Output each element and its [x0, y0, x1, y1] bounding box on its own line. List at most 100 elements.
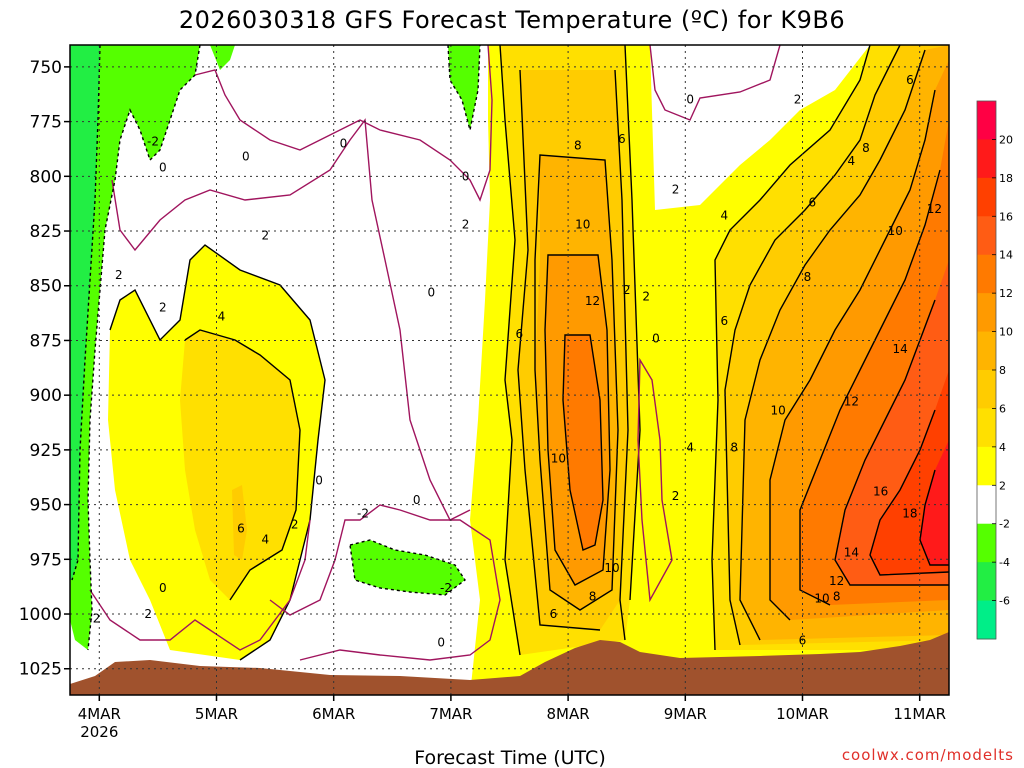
contour-label: 4: [721, 209, 729, 223]
x-tick-label: 5MAR: [195, 705, 238, 723]
contour-label: 0: [242, 150, 250, 164]
color-bar-swatch: [977, 485, 996, 525]
y-tick-label: 950: [30, 496, 62, 516]
x-tick-label: 11MAR: [893, 705, 946, 723]
contour-label: 10: [575, 217, 590, 231]
contour-label: 2: [623, 283, 631, 297]
contour-label: -2: [88, 611, 100, 625]
color-bar-swatch: [977, 562, 996, 602]
contour-label: 10: [770, 403, 785, 417]
contour-label: 12: [844, 395, 859, 409]
color-bar: 20 18 16 14 12 10 8 6 4 2 -2 -4 -6: [976, 100, 1013, 640]
color-bar-swatch: [977, 408, 996, 448]
color-bar-label: 2: [999, 479, 1006, 492]
contour-label: 2: [144, 607, 152, 621]
color-bar-swatch: [977, 293, 996, 333]
contour-label: 2: [642, 290, 650, 304]
x-tick-sublabel: 2026: [80, 723, 118, 741]
contour-label: 2: [262, 228, 270, 242]
contour-label: 10: [551, 452, 566, 466]
contour-label: 4: [218, 309, 226, 323]
contour-label: 6: [906, 73, 914, 87]
contour-label: 6: [237, 522, 245, 536]
x-tick-label: 8MAR: [547, 705, 590, 723]
warm-region-12c: [563, 335, 603, 550]
contour-label: 2: [462, 217, 470, 231]
y-tick-label: 975: [30, 550, 62, 570]
contour-label: 2: [672, 489, 680, 503]
cold-region-top-left-deep: [70, 45, 100, 580]
y-tick-label: 925: [30, 441, 62, 461]
credit-text: coolwx.com/modelts: [842, 746, 1014, 764]
contour-label: 4: [262, 533, 270, 547]
color-bar-swatch: [977, 446, 996, 486]
color-bar-label: -6: [999, 595, 1010, 608]
warm-region-18c-right: [920, 440, 949, 565]
contour-label: -2: [357, 506, 369, 520]
contour-label: 10: [814, 592, 829, 606]
y-tick-label: 775: [30, 113, 62, 133]
color-bar-label: 8: [999, 364, 1006, 377]
contour-label: 16: [873, 484, 888, 498]
contour-label: 2: [115, 268, 123, 282]
contour-label: 4: [686, 441, 694, 455]
contour-label: 4: [848, 154, 856, 168]
color-bar-swatch: [977, 600, 996, 640]
contour-label: 6: [618, 132, 626, 146]
color-bar-swatch: [977, 139, 996, 179]
x-tick-label: 7MAR: [429, 705, 472, 723]
y-tick-label: 1000: [19, 605, 62, 625]
color-bar-swatch: [977, 177, 996, 217]
color-bar-swatch: [977, 331, 996, 371]
contour-label: -2: [147, 134, 159, 148]
x-tick-label: 4MAR: [78, 705, 121, 723]
contour-label: 14: [844, 546, 859, 560]
y-tick-label: 750: [30, 58, 62, 78]
warm-region-4c-left: [180, 330, 300, 600]
contour-label: 8: [862, 141, 870, 155]
terrain-ground: [70, 632, 949, 695]
contour-label: 8: [574, 139, 582, 153]
color-bar-label: 18: [999, 172, 1013, 185]
contour-label: 0: [686, 93, 694, 107]
y-tick-label: 900: [30, 386, 62, 406]
color-bar-swatch: [977, 370, 996, 409]
chart-title: 2026030318 GFS Forecast Temperature (ºC)…: [179, 6, 845, 34]
warm-region-6c-left: [232, 485, 247, 560]
contour-label: 2: [794, 93, 802, 107]
y-axis: 750 775 800 825 850 875 900 925 950 975 1000 1025: [19, 58, 70, 680]
x-tick-label: 10MAR: [776, 705, 829, 723]
contour-label: 0: [462, 169, 470, 183]
contour-label: 6: [721, 314, 729, 328]
color-bar-label: 4: [999, 441, 1006, 454]
y-tick-label: 850: [30, 277, 62, 297]
color-bar-label: 16: [999, 210, 1013, 223]
y-tick-label: 800: [30, 167, 62, 187]
contour-label: 14: [893, 342, 908, 356]
color-bar-label: 10: [999, 326, 1013, 339]
contour-label: 0: [437, 635, 445, 649]
contour-label: 12: [829, 574, 844, 588]
color-bar-swatch: [977, 101, 996, 140]
contour-label: 10: [604, 561, 619, 575]
contour-label: 12: [927, 202, 942, 216]
x-tick-label: 9MAR: [664, 705, 707, 723]
contour-label: 0: [428, 285, 436, 299]
x-axis-label: Forecast Time (UTC): [414, 747, 605, 768]
contour-label: 6: [550, 607, 558, 621]
contour-label: 8: [589, 590, 597, 604]
cold-region-top-left: [70, 45, 200, 650]
cold-region-bottom-mid: [350, 540, 465, 595]
contour-label: 6: [515, 327, 523, 341]
contour-label: 8: [730, 441, 738, 455]
grid-lines: [70, 45, 949, 695]
contour-label: 0: [159, 581, 167, 595]
contour-label: 2: [672, 182, 680, 196]
color-bar-label: 6: [999, 402, 1006, 415]
contour-label: 0: [159, 161, 167, 175]
contour-lines: [71, 45, 949, 661]
